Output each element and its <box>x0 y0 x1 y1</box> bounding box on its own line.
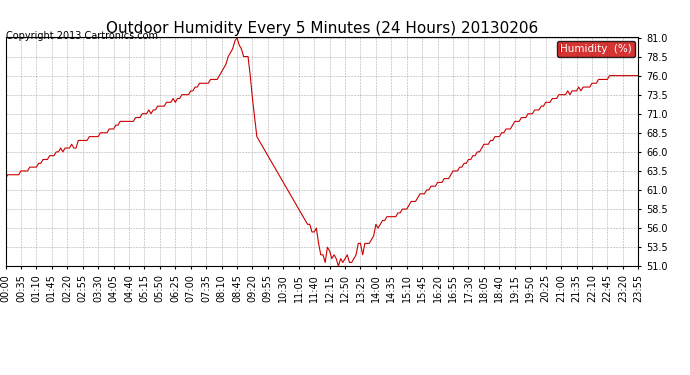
Legend: Humidity  (%): Humidity (%) <box>557 40 635 57</box>
Text: Copyright 2013 Cartronics.com: Copyright 2013 Cartronics.com <box>6 32 157 41</box>
Title: Outdoor Humidity Every 5 Minutes (24 Hours) 20130206: Outdoor Humidity Every 5 Minutes (24 Hou… <box>106 21 538 36</box>
